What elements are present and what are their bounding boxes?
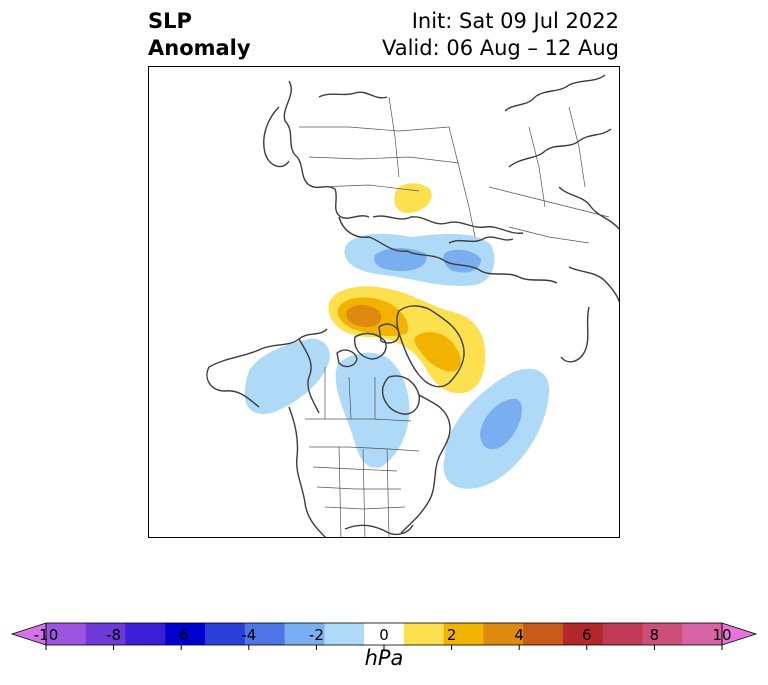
colorbar-cell <box>364 623 405 645</box>
colorbar-cell <box>125 623 166 645</box>
colorbar-tick-label: 2 <box>446 626 457 644</box>
colorbar-tick-label: 6 <box>582 626 592 644</box>
title-line-2: Anomaly <box>148 36 251 60</box>
colorbar-tick-label: -4 <box>241 626 257 644</box>
valid-range: Valid: 06 Aug – 12 Aug <box>381 36 619 60</box>
colorbar-tick-label: 8 <box>649 626 660 644</box>
negative-anomaly-canada <box>335 352 410 468</box>
init-valid-info: Init: Sat 09 Jul 2022 Valid: 06 Aug – 12… <box>382 8 619 62</box>
colorbar-cell <box>642 623 683 645</box>
negative-anomaly-atlantic-core <box>480 398 522 450</box>
map-panel <box>148 66 620 538</box>
political-borders <box>299 96 610 537</box>
positive-anomaly-greenland-mid <box>414 332 461 372</box>
map-canvas <box>149 74 619 537</box>
colorbar-cell <box>205 623 246 645</box>
colorbar-cell <box>284 623 325 645</box>
colorbar-cell <box>244 623 286 645</box>
colorbar-cell <box>46 623 87 645</box>
colorbar-tick-label: 0 <box>379 626 389 644</box>
colorbar-tick-label: -6 <box>173 626 189 644</box>
colorbar-tick-label: -2 <box>308 626 324 644</box>
colorbar <box>10 622 758 650</box>
colorbar-cell <box>483 623 524 645</box>
colorbar-cell <box>443 623 484 645</box>
colorbar-tick-label: 10 <box>712 626 732 644</box>
colorbar-cell <box>165 623 206 645</box>
colorbar-cell <box>562 623 604 645</box>
colorbar-tick-label: -8 <box>106 626 122 644</box>
colorbar-unit-label: hPa <box>364 646 404 670</box>
colorbar-cell <box>523 623 564 645</box>
map-title: SLP Anomaly <box>148 8 251 62</box>
colorbar-cell <box>682 623 723 645</box>
colorbar-tick-label: 4 <box>514 626 524 644</box>
colorbar-cell <box>403 623 445 645</box>
positive-anomaly-russia <box>394 183 432 213</box>
colorbar-tick-label: -10 <box>33 626 59 644</box>
coastlines <box>206 74 619 537</box>
init-date: Init: Sat 09 Jul 2022 <box>411 9 619 33</box>
colorbar-cell <box>602 623 643 645</box>
title-line-1: SLP <box>148 9 192 33</box>
colorbar-cell <box>85 623 127 645</box>
colorbar-cell <box>324 623 365 645</box>
anomaly-fields <box>149 183 550 489</box>
positive-anomaly-core <box>346 305 382 327</box>
